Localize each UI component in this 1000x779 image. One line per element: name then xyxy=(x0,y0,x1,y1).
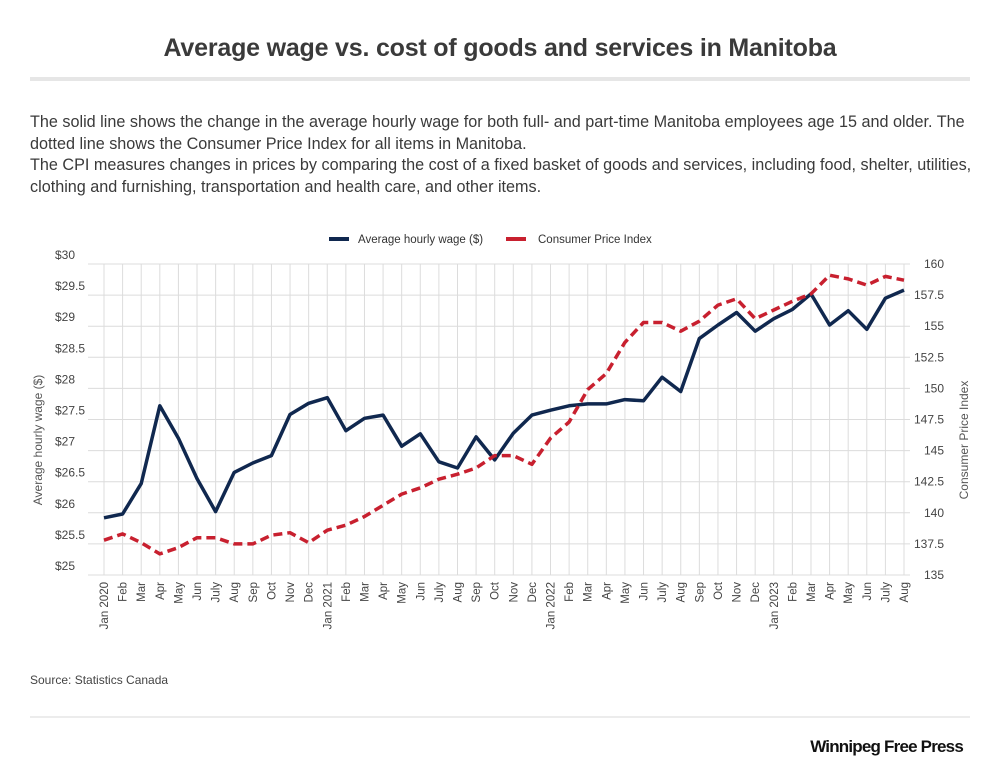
x-tick-label: May xyxy=(397,582,409,604)
x-tick-label: Apr xyxy=(378,582,390,600)
y-tick-label-right: 150 xyxy=(924,381,944,395)
x-tick-label: July xyxy=(657,582,669,603)
title-divider xyxy=(30,77,970,81)
x-tick-label: Aug xyxy=(452,582,464,602)
y-tick-label-left: $27.5 xyxy=(55,404,85,418)
source-note: Source: Statistics Canada xyxy=(30,673,169,687)
x-tick-label: Jun xyxy=(415,582,427,601)
y-tick-label-right: 137.5 xyxy=(914,537,944,551)
y-axis-left: $25 $25.5 $26 $26.5 $27 $27.5 $28 $28.5 $29 $29.5… xyxy=(55,248,85,573)
chart-grid xyxy=(88,263,910,576)
y-axis-right: 135 137.5 140 142.5 145 147.5 150 152.5 155 157.5… xyxy=(914,257,944,582)
x-tick-label: Aug xyxy=(676,582,688,602)
y-tick-label-left: $25.5 xyxy=(55,528,85,542)
x-tick-label: Feb xyxy=(341,582,353,602)
x-tick-label: Apr xyxy=(825,582,837,600)
legend-label-cpi: Consumer Price Index xyxy=(538,234,652,246)
chart-description: The solid line shows the change in the a… xyxy=(30,112,980,198)
x-tick-label: Jun xyxy=(192,582,204,601)
y-tick-label-left: $25 xyxy=(55,559,75,573)
x-tick-label: May xyxy=(843,582,855,604)
x-tick-label: Jan 2021 xyxy=(322,582,334,629)
x-tick-label: Jan 2023 xyxy=(769,582,781,629)
x-tick-label: July xyxy=(211,582,223,603)
publisher-logo: Winnipeg Free Press xyxy=(810,737,964,756)
x-tick-label: Aug xyxy=(899,582,911,602)
description-paragraph-2: The CPI measures changes in prices by co… xyxy=(30,156,972,196)
series-line-cpi xyxy=(103,273,905,556)
y-tick-label-right: 135 xyxy=(924,568,944,582)
x-tick-label: Aug xyxy=(229,582,241,602)
x-tick-label: Nov xyxy=(285,582,297,603)
x-tick-label: Nov xyxy=(732,582,744,603)
y-tick-label-left: $28 xyxy=(55,372,75,386)
x-tick-label: Mar xyxy=(806,582,818,602)
x-axis: Jan 2020 Feb Mar Apr May Jun July Aug Sep Oct Nov D… xyxy=(99,581,911,629)
x-tick-label: Jan 2022 xyxy=(546,582,558,629)
y-tick-label-left: $30 xyxy=(55,248,75,262)
line-chart: Average hourly wage ($) Consumer Price I… xyxy=(31,234,971,629)
x-tick-label: Sep xyxy=(248,582,260,602)
x-tick-label: Dec xyxy=(304,582,316,603)
x-tick-label: Oct xyxy=(713,581,725,600)
x-tick-label: Nov xyxy=(508,582,520,603)
x-tick-label: Sep xyxy=(471,582,483,602)
x-tick-label: Dec xyxy=(750,582,762,603)
y-tick-label-right: 145 xyxy=(924,444,944,458)
legend-label-wage: Average hourly wage ($) xyxy=(358,234,483,246)
x-tick-label: Apr xyxy=(155,582,167,600)
x-tick-label: Oct xyxy=(266,581,278,600)
x-tick-label: Mar xyxy=(583,582,595,602)
y-axis-label-right: Consumer Price Index xyxy=(957,381,971,500)
footer-divider xyxy=(30,716,970,718)
x-tick-label: July xyxy=(434,582,446,603)
x-tick-label: Feb xyxy=(787,582,799,602)
y-tick-label-left: $29.5 xyxy=(55,279,85,293)
x-tick-label: Feb xyxy=(564,582,576,602)
description-paragraph-1: The solid line shows the change in the a… xyxy=(30,113,965,153)
y-tick-label-right: 142.5 xyxy=(914,475,944,489)
x-tick-label: Jun xyxy=(862,582,874,601)
x-tick-label: Mar xyxy=(136,582,148,602)
x-tick-label: Sep xyxy=(694,582,706,602)
y-tick-label-left: $27 xyxy=(55,435,75,449)
x-tick-label: Apr xyxy=(601,582,613,600)
x-tick-label: Mar xyxy=(359,582,371,602)
chart-legend: Average hourly wage ($) Consumer Price I… xyxy=(329,234,652,246)
x-tick-label: Feb xyxy=(118,582,130,602)
series-line-wage xyxy=(103,288,905,520)
y-tick-label-left: $26.5 xyxy=(55,466,85,480)
x-tick-label: Dec xyxy=(527,582,539,603)
y-tick-label-left: $28.5 xyxy=(55,341,85,355)
x-tick-label: May xyxy=(620,582,632,604)
y-axis-label-left: Average hourly wage ($) xyxy=(31,375,45,506)
x-tick-label: July xyxy=(880,582,892,603)
x-tick-label: Jun xyxy=(639,582,651,601)
y-tick-label-left: $26 xyxy=(55,497,75,511)
chart-title: Average wage vs. cost of goods and servi… xyxy=(163,34,837,62)
y-tick-label-right: 157.5 xyxy=(914,288,944,302)
x-tick-label: May xyxy=(173,582,185,604)
y-tick-label-right: 140 xyxy=(924,506,944,520)
y-tick-label-right: 147.5 xyxy=(914,413,944,427)
y-tick-label-right: 155 xyxy=(924,319,944,333)
y-tick-label-right: 160 xyxy=(924,257,944,271)
y-tick-label-right: 152.5 xyxy=(914,350,944,364)
y-tick-label-left: $29 xyxy=(55,310,75,324)
x-tick-label: Jan 2020 xyxy=(99,582,111,629)
x-tick-label: Oct xyxy=(490,581,502,600)
